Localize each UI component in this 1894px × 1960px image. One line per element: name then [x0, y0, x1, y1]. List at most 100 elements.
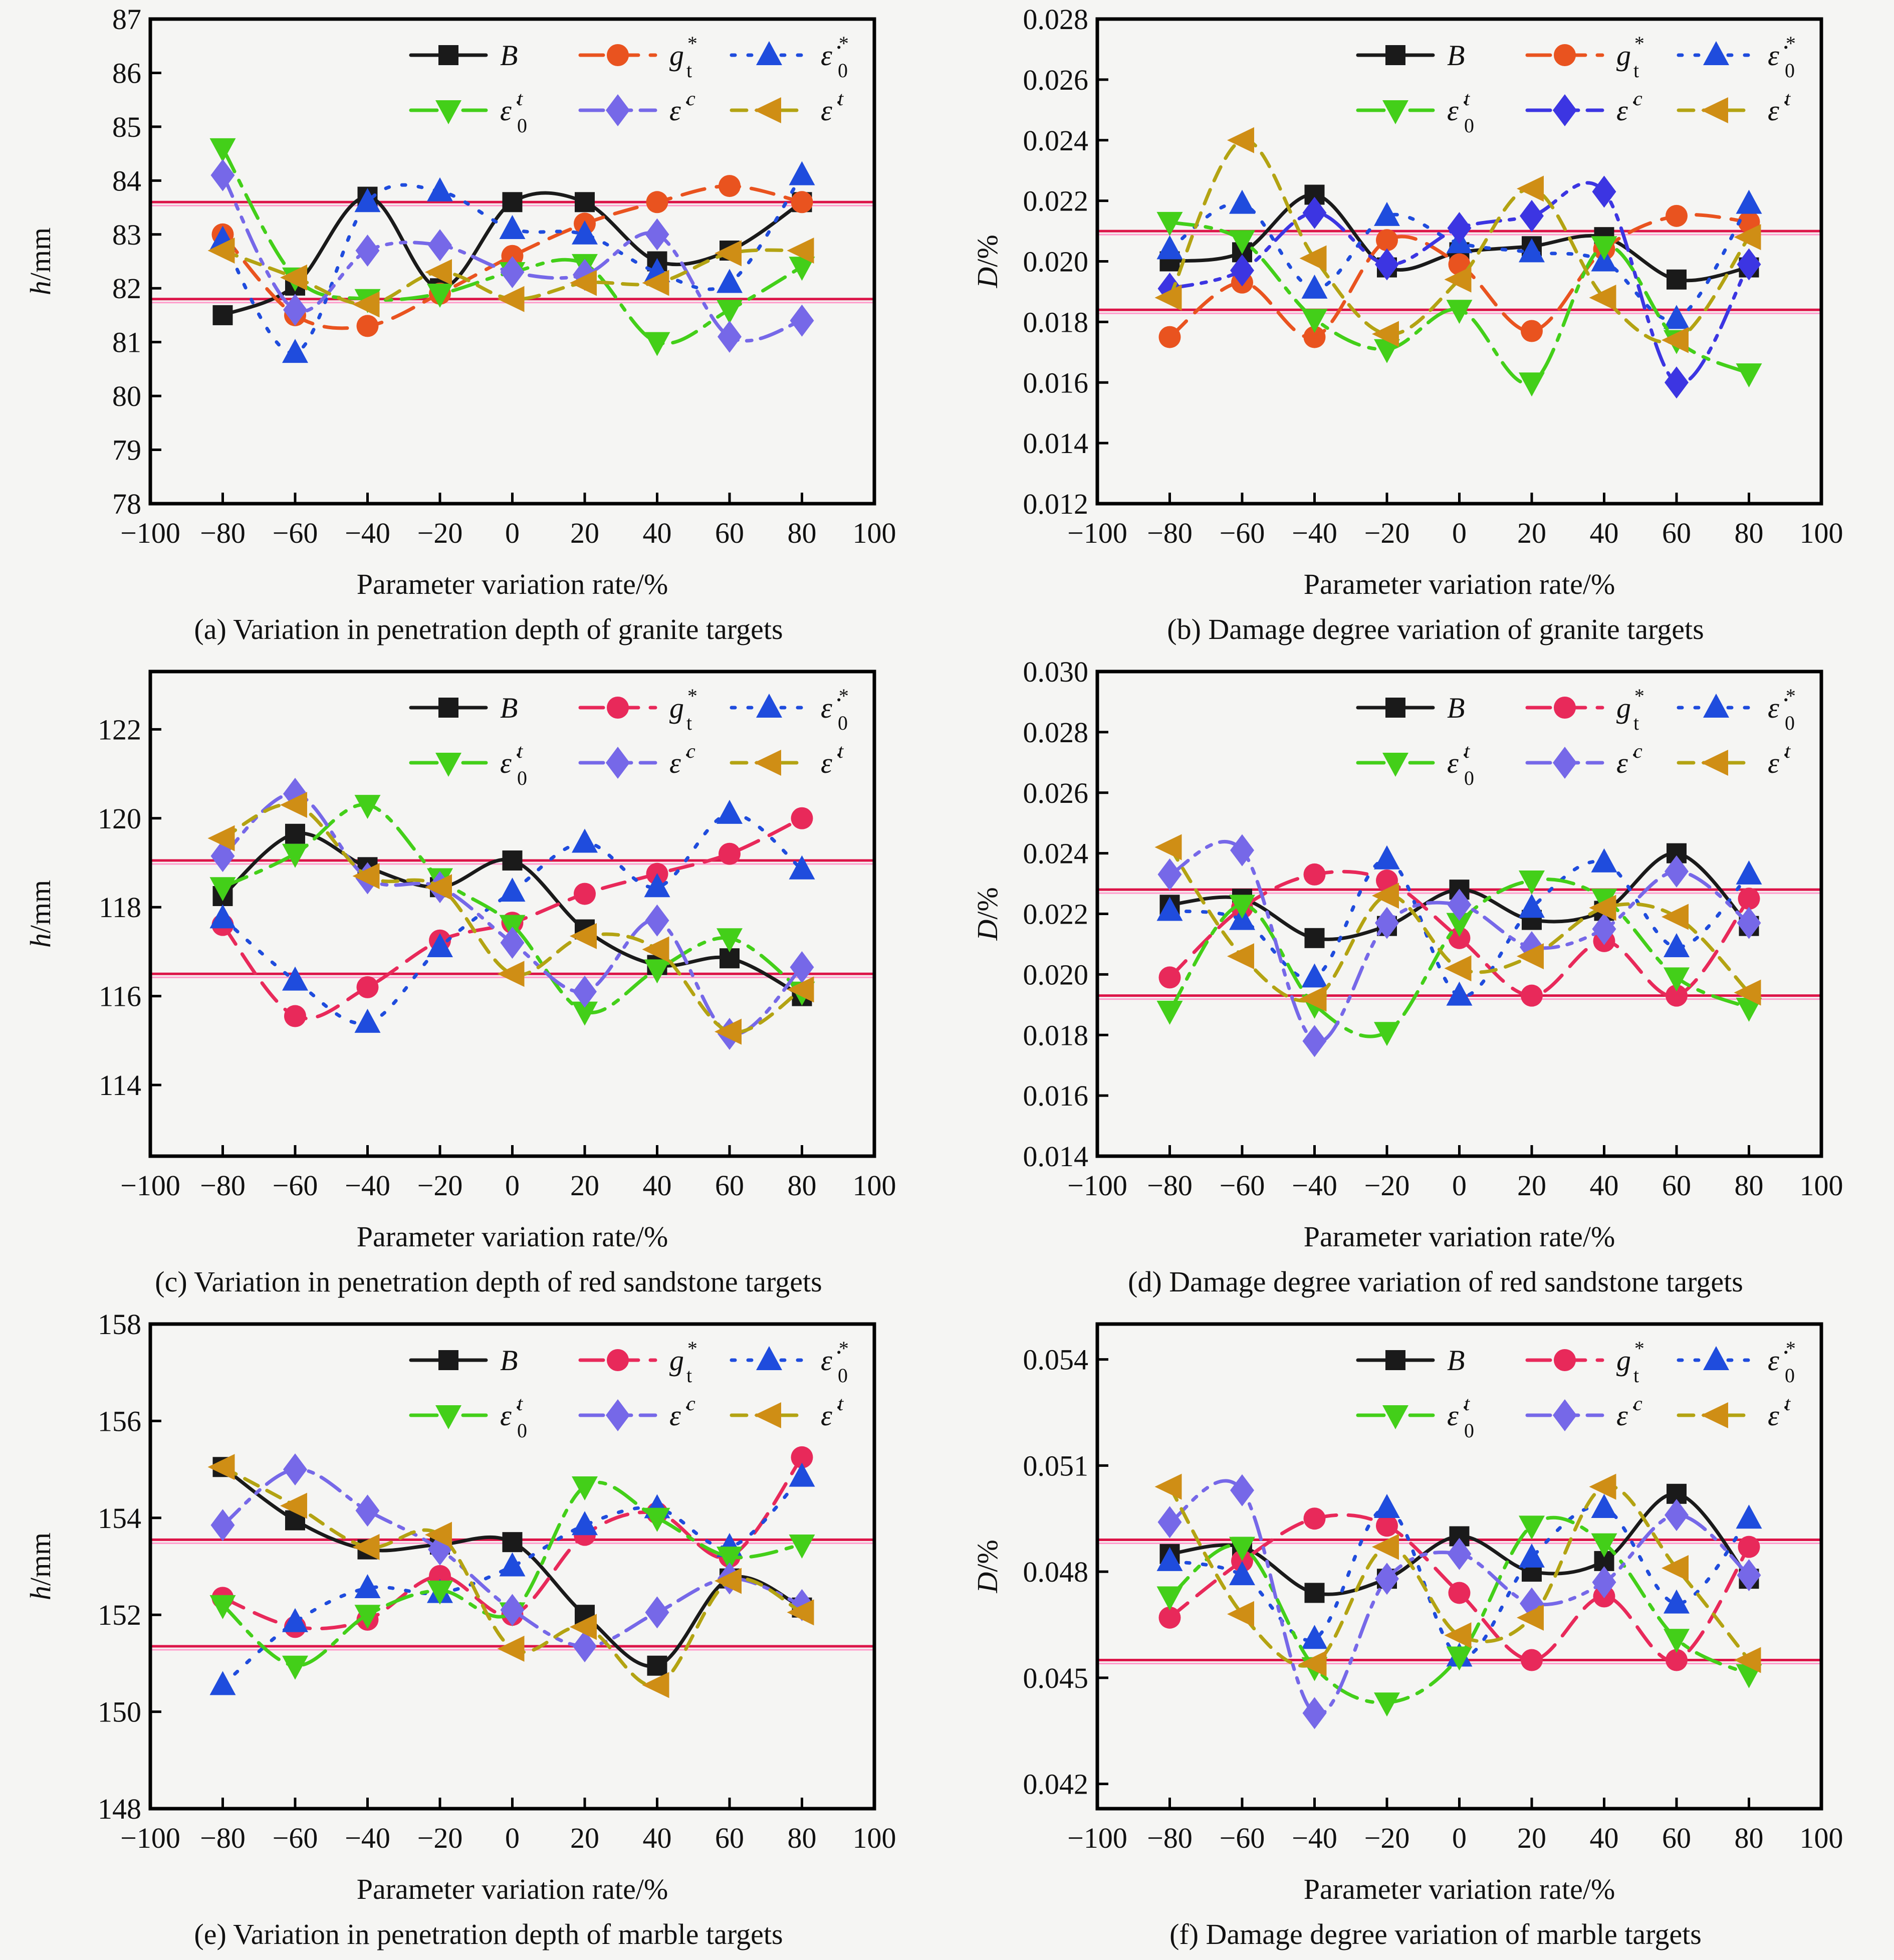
- legend-label-g_t_star: g: [1616, 39, 1631, 72]
- series-eps0_t-markers: [209, 1476, 815, 1680]
- panel-d: −100 −80 −60 −40 −20 0 20 40 60 80 100 0.014 0.016 0.…: [947, 652, 1894, 1305]
- caption-a: (a) Variation in penetration depth of gr…: [194, 613, 783, 645]
- panel-a: −100 −80 −60 −40 −20 0 20 40 60 80 100 78 79 80 81 82 83…: [0, 0, 947, 652]
- y-tick-label: 0.022: [1023, 185, 1089, 217]
- legend-label-eps_t-sup: t: [838, 1392, 844, 1415]
- x-axis-label: Parameter variation rate/%: [1304, 1873, 1615, 1905]
- legend-label-eps0_star-sub: 0: [1785, 1364, 1795, 1387]
- y-tick-label: 87: [112, 3, 141, 36]
- legend-label-B: B: [500, 1344, 518, 1377]
- x-tick-label: −80: [1147, 1822, 1193, 1854]
- y-tick-label: 0.014: [1023, 1140, 1089, 1173]
- series-eps_c-line: [221, 792, 804, 1036]
- caption-d: (d) Damage degree variation of red sands…: [1128, 1265, 1743, 1298]
- legend-label-eps_c-sup: c: [1633, 87, 1642, 110]
- x-tick-label: 20: [570, 1822, 599, 1854]
- legend-label-eps0_t-sub: 0: [517, 114, 527, 137]
- panel-b: −100 −80 −60 −40 −20 0 20 40 60 80 100 0.012 0.014 0.…: [947, 0, 1894, 652]
- axes: −100 −80 −60 −40 −20 0 20 40 60 80 100 114 116 118 120…: [98, 670, 896, 1202]
- legend-label-eps_c-sup: c: [1633, 740, 1642, 762]
- y-tick-label: 0.018: [1023, 306, 1089, 338]
- axes: −100 −80 −60 −40 −20 0 20 40 60 80 100 148 150 152 154…: [98, 1308, 896, 1854]
- y-tick-label: 0.020: [1023, 958, 1089, 991]
- legend-label-eps0_t-sup: t: [1464, 1392, 1470, 1415]
- x-tick-label: 40: [1590, 1822, 1619, 1854]
- series-eps_c-markers: [210, 1453, 814, 1663]
- legend-label-g_t_star-sub: t: [1633, 59, 1639, 82]
- y-tick-label: 86: [112, 57, 141, 89]
- y-tick-label: 0.042: [1023, 1768, 1089, 1801]
- legend-label-eps_t-sup: t: [1785, 740, 1791, 762]
- x-tick-label: 100: [1800, 517, 1843, 549]
- x-tick-label: 60: [715, 1822, 744, 1854]
- x-tick-label: −60: [1220, 517, 1265, 549]
- legend-label-eps0_t-sup: t: [517, 1392, 523, 1415]
- y-axis-label: D/%: [971, 1540, 1004, 1593]
- series-eps0_t-line: [1168, 220, 1751, 385]
- x-axis-label: Parameter variation rate/%: [1304, 568, 1615, 600]
- series-eps0_t-line: [221, 1480, 804, 1668]
- series-eps_t-markers: [207, 1454, 814, 1698]
- y-tick-label: 0.045: [1023, 1662, 1089, 1694]
- series-eps_c-markers: [1157, 175, 1761, 399]
- y-tick-label: 78: [112, 488, 141, 520]
- x-tick-label: −20: [1364, 1169, 1410, 1202]
- y-tick-label: 0.024: [1023, 837, 1089, 870]
- y-tick-label: 114: [99, 1069, 141, 1102]
- x-tick-label: 60: [1662, 1169, 1691, 1202]
- x-tick-label: 20: [1517, 1169, 1546, 1202]
- legend-label-eps0_t-sub: 0: [1464, 114, 1474, 137]
- series-eps_t-markers: [207, 238, 814, 318]
- y-tick-label: 83: [112, 219, 141, 251]
- x-tick-label: 40: [1590, 1169, 1619, 1202]
- x-tick-label: 100: [853, 1169, 896, 1202]
- x-tick-label: 0: [1452, 517, 1467, 549]
- series-g_t_star-markers: [1158, 1507, 1760, 1671]
- panel-a-chart: −100 −80 −60 −40 −20 0 20 40 60 80 100 78 79 80 81 82 83…: [24, 3, 896, 645]
- series-eps0_t-line: [221, 803, 804, 1015]
- y-tick-label: 0.054: [1023, 1344, 1089, 1376]
- legend-label-B: B: [1447, 692, 1465, 724]
- series-eps_t-markers: [1154, 127, 1761, 353]
- series-eps0_star-line: [1168, 201, 1751, 322]
- series-eps_t-line: [1168, 845, 1751, 1003]
- x-axis-label: Parameter variation rate/%: [1304, 1220, 1615, 1253]
- legend-label-eps_t-sup: t: [1785, 87, 1791, 110]
- legend-label-g_t_star-sup: *: [686, 685, 696, 707]
- x-tick-label: 60: [1662, 1822, 1691, 1854]
- axes: −100 −80 −60 −40 −20 0 20 40 60 80 100 0.042 0.045 0.…: [1023, 1322, 1843, 1854]
- y-tick-label: 82: [112, 272, 141, 305]
- x-tick-label: 0: [1452, 1822, 1467, 1854]
- y-tick-label: 0.028: [1023, 716, 1089, 749]
- legend-label-g_t_star-sub: t: [1633, 1364, 1639, 1387]
- x-tick-label: −100: [120, 1822, 180, 1854]
- x-tick-label: 80: [788, 517, 817, 549]
- legend-label-eps0_t-sup: t: [1464, 87, 1470, 110]
- legend-label-eps_c-sup: c: [1633, 1392, 1642, 1415]
- y-tick-label: 80: [112, 380, 141, 412]
- legend-label-eps0_star-sub: 0: [1785, 59, 1795, 82]
- series-B-line: [221, 1465, 804, 1668]
- legend-label-g_t_star: g: [669, 692, 684, 724]
- caption-f: (f) Damage degree variation of marble ta…: [1169, 1918, 1702, 1950]
- x-tick-label: 80: [1735, 517, 1764, 549]
- y-tick-label: 158: [98, 1308, 141, 1341]
- legend-label-eps0_star-sup: *: [838, 685, 848, 707]
- x-tick-label: 40: [643, 1822, 672, 1854]
- panel-e-chart: −100 −80 −60 −40 −20 0 20 40 60 80 100 148 150 152 154…: [24, 1308, 896, 1950]
- legend-label-eps0_star-sub: 0: [1785, 712, 1795, 734]
- y-tick-label: 0.028: [1023, 3, 1089, 36]
- legend-label-eps0_star-sub: 0: [838, 59, 848, 82]
- y-tick-label: 0.018: [1023, 1019, 1089, 1051]
- caption-b: (b) Damage degree variation of granite t…: [1167, 613, 1704, 645]
- x-tick-label: 100: [853, 517, 896, 549]
- x-axis-label: Parameter variation rate/%: [357, 1873, 668, 1905]
- x-tick-label: −80: [200, 517, 246, 549]
- legend-label-eps0_star-sup: *: [838, 1337, 848, 1360]
- series-eps_t-line: [221, 802, 804, 1034]
- y-tick-label: 0.051: [1023, 1449, 1089, 1482]
- series-eps_c-line: [221, 173, 804, 343]
- y-tick-label: 81: [112, 326, 141, 359]
- caption-e: (e) Variation in penetration depth of ma…: [194, 1918, 783, 1950]
- x-tick-label: 0: [505, 517, 520, 549]
